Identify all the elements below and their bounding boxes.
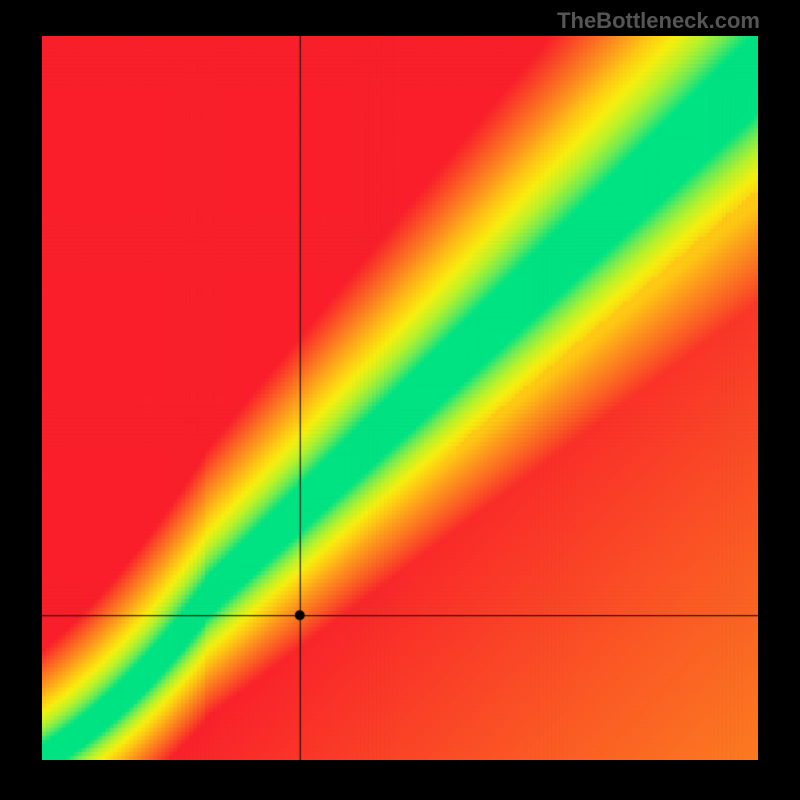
chart-container: TheBottleneck.com: [0, 0, 800, 800]
watermark-text: TheBottleneck.com: [557, 8, 760, 34]
bottleneck-heatmap: [42, 36, 758, 760]
